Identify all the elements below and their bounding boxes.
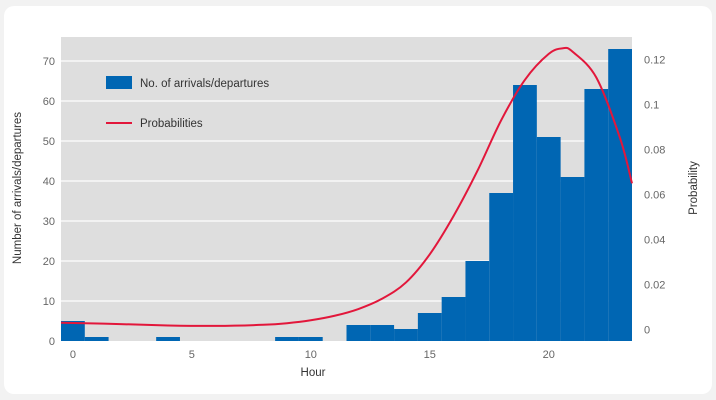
- y-tick-label: 70: [43, 56, 55, 68]
- y2-tick-label: 0.04: [644, 235, 665, 247]
- x-tick-label: 0: [70, 349, 76, 361]
- probability-line: [60, 46, 633, 327]
- legend-line-label: Probabilities: [140, 118, 203, 130]
- x-axis-title: Hour: [301, 367, 326, 379]
- bar: [489, 193, 514, 341]
- y2-tick-labels: 0 0.02 0.04 0.06 0.08 0.1 0.12: [644, 55, 665, 337]
- y2-tick-label: 0: [644, 325, 650, 337]
- x-tick-labels: 0 5 10 15 20: [70, 349, 555, 361]
- y2-tick-label: 0.1: [644, 100, 659, 112]
- y2-axis-title: Probability: [688, 161, 700, 215]
- bar: [298, 337, 323, 341]
- bar: [536, 137, 561, 341]
- bars-layer: [61, 49, 632, 341]
- bar: [346, 325, 371, 341]
- y-tick-label: 40: [43, 176, 55, 188]
- bar: [465, 261, 490, 341]
- y2-tick-label: 0.02: [644, 280, 665, 292]
- bar: [513, 85, 537, 341]
- bar: [560, 177, 585, 341]
- y-tick-label: 10: [43, 296, 55, 308]
- y-tick-label: 60: [43, 96, 55, 108]
- bar: [61, 321, 85, 341]
- legend-bar-swatch: [106, 76, 132, 89]
- legend-bar-label: No. of arrivals/departures: [140, 78, 269, 90]
- y-tick-label: 50: [43, 136, 55, 148]
- bar: [84, 337, 109, 341]
- bar: [156, 337, 180, 341]
- y2-tick-label: 0.06: [644, 190, 665, 202]
- y-tick-labels: 0 10 20 30 40 50 60 70: [43, 56, 55, 348]
- legend: No. of arrivals/departures Probabilities: [106, 76, 269, 130]
- y-tick-label: 30: [43, 216, 55, 228]
- x-tick-label: 15: [424, 349, 436, 361]
- bar: [608, 49, 632, 341]
- bar: [584, 89, 609, 341]
- x-tick-label: 10: [305, 349, 317, 361]
- bar: [417, 313, 442, 341]
- bar: [394, 329, 418, 341]
- x-tick-label: 20: [543, 349, 555, 361]
- y2-tick-label: 0.12: [644, 55, 665, 67]
- x-tick-label: 5: [189, 349, 195, 361]
- y-axis-title: Number of arrivals/departures: [12, 112, 24, 264]
- y-tick-label: 0: [49, 336, 55, 348]
- y-tick-label: 20: [43, 256, 55, 268]
- bar: [441, 297, 466, 341]
- bar: [370, 325, 395, 341]
- y2-tick-label: 0.08: [644, 145, 665, 157]
- bar: [275, 337, 299, 341]
